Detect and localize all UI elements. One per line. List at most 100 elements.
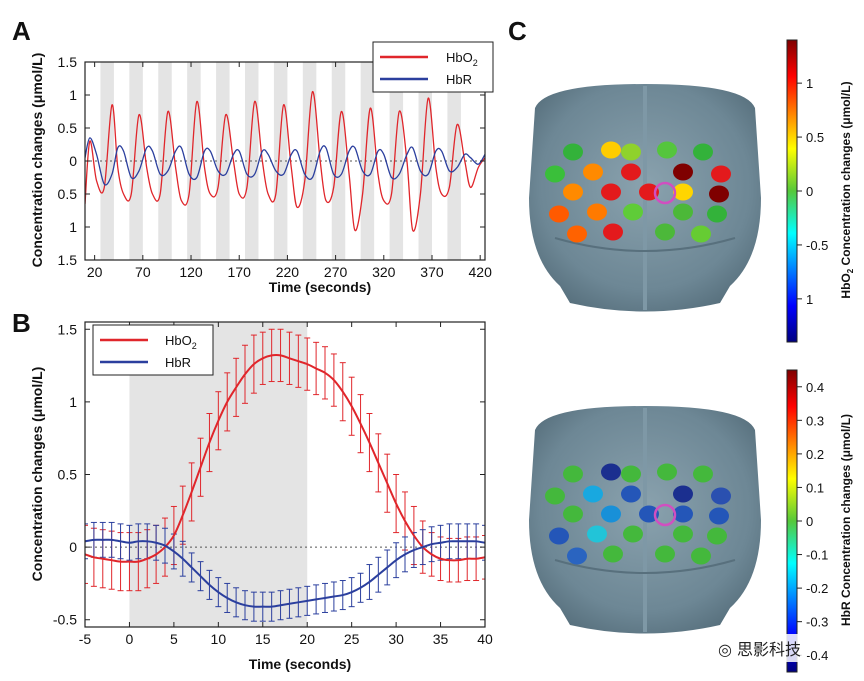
channel-marker xyxy=(563,505,583,523)
channel-marker xyxy=(583,485,603,503)
y-tick-label: 0.5 xyxy=(58,186,78,202)
channel-marker xyxy=(673,183,693,201)
channel-marker xyxy=(711,165,731,183)
channel-marker xyxy=(691,225,711,243)
colorbar-tick-label: -0.2 xyxy=(806,581,828,596)
hbr-series-line xyxy=(85,538,485,608)
hbo2-error-bar xyxy=(482,535,485,580)
stimulus-block xyxy=(187,62,201,260)
channel-marker xyxy=(545,487,565,505)
y-axis-label: Concentration changes (μmol/L) xyxy=(29,367,45,582)
x-tick-label: 370 xyxy=(420,264,444,280)
x-tick-label: 15 xyxy=(255,631,271,647)
x-tick-label: 20 xyxy=(299,631,315,647)
y-tick-label: 0 xyxy=(69,153,77,169)
channel-marker xyxy=(621,163,641,181)
hbr-error-bar xyxy=(85,523,88,560)
channel-marker xyxy=(691,547,711,565)
y-tick-label: 1.5 xyxy=(58,321,78,337)
colorbar-tick-label: 0.4 xyxy=(806,380,824,395)
head-map-hbo2 xyxy=(529,84,761,312)
y-tick-label: 1 xyxy=(69,219,77,235)
stimulus-block xyxy=(331,62,346,260)
channel-marker xyxy=(711,487,731,505)
colorbar-tick-label: 0.1 xyxy=(806,480,824,495)
hbr-error-bar xyxy=(482,524,485,561)
channel-marker xyxy=(673,163,693,181)
colorbar-hbr xyxy=(786,369,798,673)
channel-marker xyxy=(603,223,623,241)
channel-marker xyxy=(657,463,677,481)
stimulus-block xyxy=(447,62,461,260)
panel-letter-b: B xyxy=(12,308,31,338)
wechat-icon: ◎ xyxy=(718,640,738,659)
colorbar-tick-label: -0.5 xyxy=(806,238,828,253)
y-tick-label: 0.5 xyxy=(58,467,78,483)
legend-hbr-label: HbR xyxy=(446,72,472,87)
channel-marker xyxy=(655,223,675,241)
highlighted-channel-ring xyxy=(653,181,677,205)
channel-marker xyxy=(587,525,607,543)
x-axis-label: Time (seconds) xyxy=(269,279,371,295)
legend: HbO2 HbR xyxy=(372,41,494,93)
channel-marker xyxy=(707,527,727,545)
stimulus-block xyxy=(302,62,317,260)
x-tick-label: 220 xyxy=(276,264,300,280)
stimulus-block xyxy=(216,62,230,260)
channel-marker xyxy=(639,505,659,523)
channel-marker xyxy=(621,143,641,161)
channel-marker xyxy=(567,547,587,565)
colorbar-tick-label: 0.5 xyxy=(806,130,824,145)
hbo2-series-line xyxy=(85,91,485,232)
colorbar-tick-label: 0 xyxy=(806,514,813,529)
panel-a-timecourse: 20 70 120 170 220 270 320 370 420 1.5 1 0.5 0 0.5 1 1.… xyxy=(29,41,494,295)
channel-marker xyxy=(549,527,569,545)
channel-marker xyxy=(623,203,643,221)
channel-marker xyxy=(567,225,587,243)
channel-marker xyxy=(673,525,693,543)
colorbar-tick-label: -0.1 xyxy=(806,548,828,563)
y-tick-label: 0.5 xyxy=(58,120,78,136)
stimulus-block xyxy=(360,62,375,260)
channel-marker xyxy=(673,203,693,221)
y-tick-label: 0 xyxy=(69,539,77,555)
head-map-hbr xyxy=(529,406,761,634)
channel-marker xyxy=(639,183,659,201)
channel-marker xyxy=(621,465,641,483)
x-tick-label: -5 xyxy=(79,631,92,647)
x-tick-label: 35 xyxy=(433,631,449,647)
legend: HbO2 HbR xyxy=(92,324,214,376)
channel-marker xyxy=(673,485,693,503)
x-tick-label: 420 xyxy=(469,264,493,280)
hbo2-error-bar xyxy=(85,524,88,584)
colorbar-tick-label: 0.2 xyxy=(806,447,824,462)
channel-marker xyxy=(583,163,603,181)
colorbar-tick-label: 0 xyxy=(806,184,813,199)
channel-marker xyxy=(601,463,621,481)
y-tick-label: 1 xyxy=(69,394,77,410)
panel-b-block-average: -5 0 5 10 15 20 25 30 35 40 1.5 1 0.5 0 -0.5 Time (se… xyxy=(29,321,493,672)
colorbar-tick-label: -0.3 xyxy=(806,615,828,630)
colorbar-hbo2 xyxy=(786,39,798,343)
cerebellum-edge xyxy=(554,237,736,252)
legend-hbo2-label: HbO2 xyxy=(446,50,478,68)
channel-marker xyxy=(601,141,621,159)
colorbar-tick-label: 1 xyxy=(806,292,813,307)
colorbar-hbo2-label: HbO2 Concentration changes (μmol/L) xyxy=(839,81,855,298)
channel-marker xyxy=(587,203,607,221)
channel-marker xyxy=(601,183,621,201)
hbo2-series-line xyxy=(85,354,485,563)
x-tick-label: 170 xyxy=(228,264,252,280)
colorbar-tick-label: 1 xyxy=(806,76,813,91)
channel-marker xyxy=(603,545,623,563)
cerebellum-edge xyxy=(554,559,736,574)
x-tick-label: 5 xyxy=(170,631,178,647)
legend-hbr-label: HbR xyxy=(165,355,191,370)
watermark: ◎ 思影科技 xyxy=(712,634,808,662)
channel-marker xyxy=(657,141,677,159)
channel-marker xyxy=(623,525,643,543)
y-tick-label: 1.5 xyxy=(58,54,78,70)
x-tick-label: 20 xyxy=(87,264,103,280)
legend-hbo2-label: HbO2 xyxy=(165,333,197,351)
channel-marker xyxy=(655,545,675,563)
